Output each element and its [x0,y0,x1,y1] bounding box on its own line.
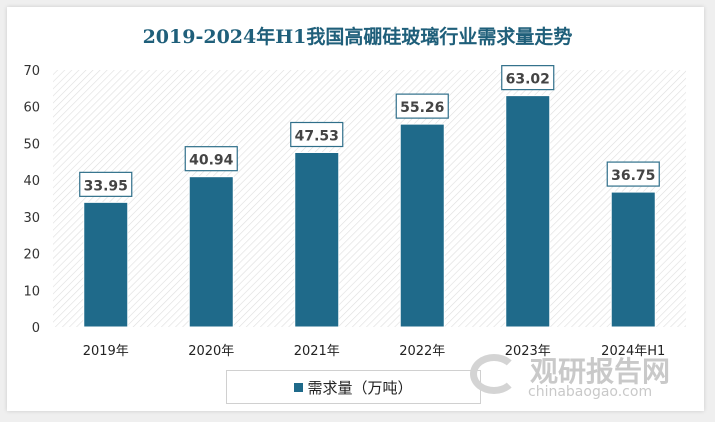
plot-area [53,70,686,327]
data-label: 36.75 [611,168,655,184]
x-tick-label: 2020年 [188,344,234,359]
data-label: 47.53 [295,128,339,144]
y-tick-label: 50 [23,137,40,152]
legend-swatch [294,382,304,392]
watermark-cn: 观研报告网 [530,355,671,388]
legend: 需求量（万吨） [226,370,481,404]
x-tick-label: 2019年 [83,344,129,359]
y-tick-label: 40 [23,174,40,189]
data-label-box [501,65,555,91]
data-label-box [184,146,238,172]
legend-label: 需求量（万吨） [307,378,413,397]
watermark-en: chinabaogao.com [528,384,653,400]
data-label-box [79,171,133,197]
y-tick-label: 20 [23,248,40,263]
x-tick-label: 2021年 [294,344,340,359]
bar [610,191,656,328]
bar [399,123,445,328]
y-tick-label: 60 [23,101,40,116]
y-tick-label: 30 [23,211,40,226]
x-tick-label: 2024年H1 [601,344,665,359]
data-label-box [395,93,449,119]
data-label: 40.94 [189,153,234,169]
data-label: 63.02 [506,72,550,88]
bar [188,176,234,328]
y-tick-label: 70 [23,64,40,79]
data-label: 55.26 [400,100,444,116]
watermark-logo-icon [470,354,518,394]
x-tick-label: 2022年 [399,344,445,359]
x-tick-label: 2023年 [505,344,551,359]
chart-title: 2019-2024年H1我国高硼硅玻璃行业需求量走势 [142,26,573,48]
data-label-box [606,161,660,187]
data-label-box [290,121,344,148]
y-tick-label: 0 [32,321,40,336]
data-label: 33.95 [84,178,128,194]
bar [505,95,551,328]
y-tick-label: 10 [23,284,40,299]
bar [83,201,129,328]
bar [294,151,340,328]
